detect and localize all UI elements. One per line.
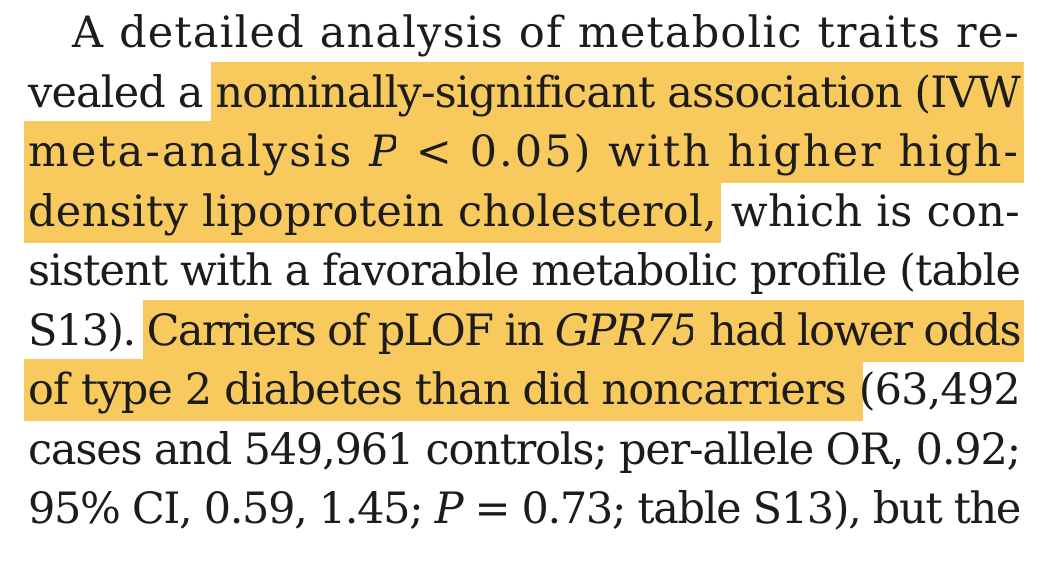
paragraph-text: A detailed analysis of metabolic traits … (24, 4, 1024, 540)
text-span: 95% CI, 0.59, 1.45; (28, 484, 435, 534)
text-span: = 0.73; table S13), but the (462, 484, 1021, 534)
text-span: sistent with a favorable metabolic profi… (28, 246, 1021, 296)
highlighted-text: had lower odds (692, 299, 1024, 362)
text-line: density lipoprotein cholesterol, which i… (24, 180, 1020, 243)
text-line: vealed a nominally-significant associati… (28, 61, 1024, 124)
text-span: vealed a (28, 67, 216, 118)
text-line: of type 2 diabetes than did noncarriers … (24, 359, 1021, 421)
text-span: S13). (28, 305, 147, 356)
highlighted-text: meta-analysis (24, 121, 374, 183)
text-span: P (434, 484, 464, 534)
text-line: cases and 549,961 controls; per-allele O… (28, 421, 1021, 481)
highlighted-text: GPR75 (550, 299, 701, 362)
highlighted-text: Carriers of pLOF in (142, 299, 559, 362)
highlighted-text: density lipoprotein cholesterol, (24, 180, 721, 243)
text-span: (63,492 (858, 365, 1021, 415)
text-line: sistent with a favorable metabolic profi… (28, 242, 1021, 302)
text-span: cases and 549,961 controls; per-allele O… (28, 424, 1021, 475)
text-line: A detailed analysis of metabolic traits … (28, 4, 1020, 64)
highlighted-text: nominally-significant association (IVW (211, 61, 1024, 124)
text-line: meta-analysis P < 0.05) with higher high… (24, 121, 1024, 183)
text-span: A detailed analysis of metabolic traits … (71, 8, 1021, 58)
text-line: S13). Carriers of pLOF in GPR75 had lowe… (28, 299, 1024, 362)
highlighted-text: of type 2 diabetes than did noncarriers (24, 359, 863, 421)
text-line: 95% CI, 0.59, 1.45; P = 0.73; table S13)… (28, 480, 1021, 540)
highlighted-text: < 0.05) with higher high- (396, 121, 1024, 183)
text-span: which is con- (716, 186, 1020, 237)
